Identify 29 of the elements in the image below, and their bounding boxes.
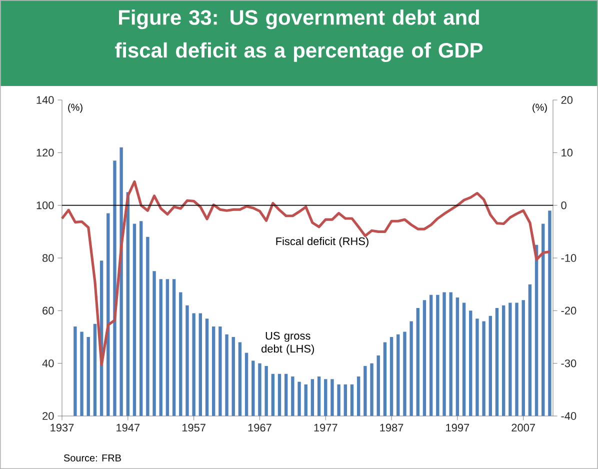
x-tick-label: 1987	[380, 424, 404, 432]
series-label: US gross debt (LHS)	[262, 332, 314, 355]
y2-tick-label: -30	[561, 359, 576, 368]
x-tick-label: 1937	[50, 424, 74, 432]
series-label: Fiscal deficit (RHS)	[276, 237, 368, 248]
y-tick-label: 80	[42, 254, 54, 262]
x-tick-label: 1947	[116, 424, 140, 432]
chart-title: Figure 33: US government debt and fiscal deficit as a percentage of GDP	[115, 10, 483, 62]
line-series	[60, 180, 552, 366]
x-tick-label: 2007	[512, 424, 535, 432]
y2-tick-label: 10	[562, 148, 573, 157]
y2-tick-label: -10	[561, 254, 576, 262]
x-tick-label: 1957	[182, 424, 206, 432]
y-tick-label: 20	[42, 412, 54, 420]
y2-tick-label: -20	[561, 306, 576, 315]
y2-tick-label: -40	[561, 412, 576, 420]
y2-tick-label: 0	[561, 201, 566, 210]
y-tick-label: 120	[36, 148, 54, 157]
source-note: Source: FRB	[64, 454, 121, 462]
x-tick-label: 1977	[314, 424, 338, 432]
y2-tick-label: 20	[561, 96, 573, 104]
y-tick-label: 40	[42, 359, 54, 368]
y-tick-label: 100	[36, 201, 54, 210]
y-tick-label: 140	[36, 96, 54, 104]
x-tick-label: 1997	[446, 424, 470, 432]
y-axis-title: (%)	[68, 104, 82, 113]
y-tick-label: 60	[42, 306, 54, 315]
y2-axis-title: (%)	[532, 104, 547, 113]
x-tick-label: 1967	[248, 424, 272, 432]
